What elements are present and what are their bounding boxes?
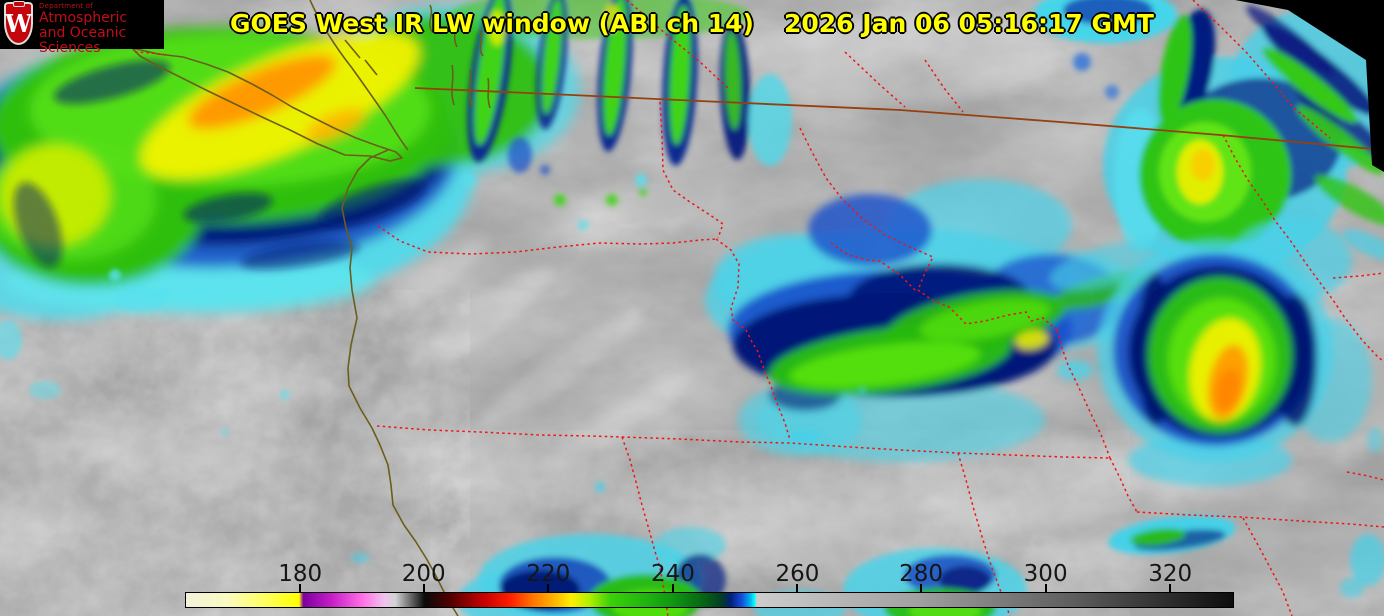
title-timestamp: 2026 Jan 06 05:16:17 GMT [783, 9, 1154, 38]
border-wa-or [377, 225, 717, 255]
crest-letter: W [5, 8, 32, 38]
image-title: GOES West IR LW window (ABI ch 14) 2026 J… [230, 9, 1154, 38]
border-wa-id [659, 101, 724, 239]
border-id-mt [799, 127, 1058, 331]
ocean-speckle-texture [0, 290, 470, 616]
storm-core-east [1097, 218, 1372, 486]
border-bc-alberta-a [844, 51, 906, 108]
cloud-streaks-north-middle [450, 0, 792, 230]
vancouver-island-outline [131, 47, 403, 162]
coastline-pacific [131, 0, 491, 616]
uw-crest-icon: W [4, 2, 33, 45]
border-or-id [715, 238, 791, 441]
border-42n [376, 425, 1111, 459]
us-west-coastline [341, 149, 459, 616]
cloud-mass-pacific-northwest [0, 5, 580, 436]
title-product: GOES West IR LW window (ABI ch 14) [230, 9, 754, 38]
border-mt-east [1222, 134, 1384, 363]
border-id-mt-spur [830, 242, 918, 293]
logo-dept-line: Department of [39, 2, 93, 10]
border-alberta-sask [1192, 0, 1331, 139]
logo-name-line2: and Oceanic Sciences [39, 25, 127, 56]
cold-gradient-dark-streaks [13, 60, 425, 270]
bc-mainland-coast [309, 0, 409, 151]
logo-name-line1: Atmospheric [39, 10, 128, 27]
border-right-edge-seg [1346, 471, 1384, 481]
logo-text: Department of Atmospheric and Oceanic Sc… [39, 2, 164, 56]
cloud-mass-northeast [1033, 0, 1384, 273]
fjord-inlets [344, 4, 491, 109]
border-id-wy [1056, 329, 1111, 459]
us-canada-border [414, 87, 1384, 151]
border-ut-co [1242, 517, 1293, 616]
border-ca-nv [621, 436, 669, 616]
border-41n [1136, 511, 1384, 528]
cyan-specks-south-of-mass [0, 269, 290, 436]
scan-edge-black-wedge [1235, 0, 1384, 172]
state-borders [134, 0, 1384, 616]
border-bc-interior [626, 0, 731, 91]
uw-aos-logo: W Department of Atmospheric and Oceanic … [0, 0, 164, 55]
